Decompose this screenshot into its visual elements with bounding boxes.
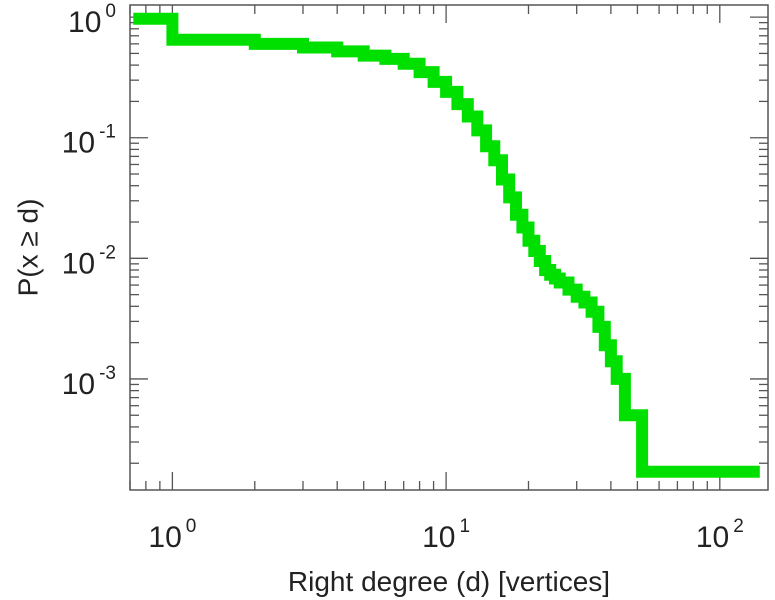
x-tick-label-exponent: 0 — [186, 516, 197, 537]
y-tick-label: 10 -3 — [62, 363, 116, 401]
tick-marks — [129, 5, 768, 490]
x-tick-label: 10 0 — [148, 516, 196, 554]
y-tick-label-exponent: -3 — [99, 363, 116, 384]
y-tick-label-base: 10 — [68, 6, 101, 39]
y-tick-label-base: 10 — [62, 247, 95, 280]
series-line — [133, 12, 760, 478]
x-tick-label: 10 1 — [422, 516, 470, 554]
x-tick-label-base: 10 — [148, 521, 181, 554]
x-axis-label: Right degree (d) [vertices] — [288, 566, 610, 597]
y-tick-label-exponent: 0 — [105, 1, 116, 22]
x-tick-label-base: 10 — [422, 521, 455, 554]
y-tick-label: 10 -2 — [62, 242, 116, 280]
y-tick-label: 10 -1 — [62, 122, 116, 160]
x-tick-label: 10 2 — [696, 516, 744, 554]
y-tick-label-exponent: -2 — [99, 242, 116, 263]
x-tick-label-exponent: 2 — [733, 516, 744, 537]
x-tick-label-exponent: 1 — [459, 516, 470, 537]
x-tick-label-base: 10 — [696, 521, 729, 554]
plot-frame — [129, 4, 769, 491]
y-tick-label-base: 10 — [62, 127, 95, 160]
x-tick-labels: 10 0 10 1 10 2 — [148, 516, 743, 554]
y-axis-label: P(x ≥ d) — [12, 199, 43, 297]
y-tick-label: 10 0 — [68, 1, 116, 39]
y-tick-label-base: 10 — [62, 368, 95, 401]
y-tick-label-exponent: -1 — [99, 122, 116, 143]
